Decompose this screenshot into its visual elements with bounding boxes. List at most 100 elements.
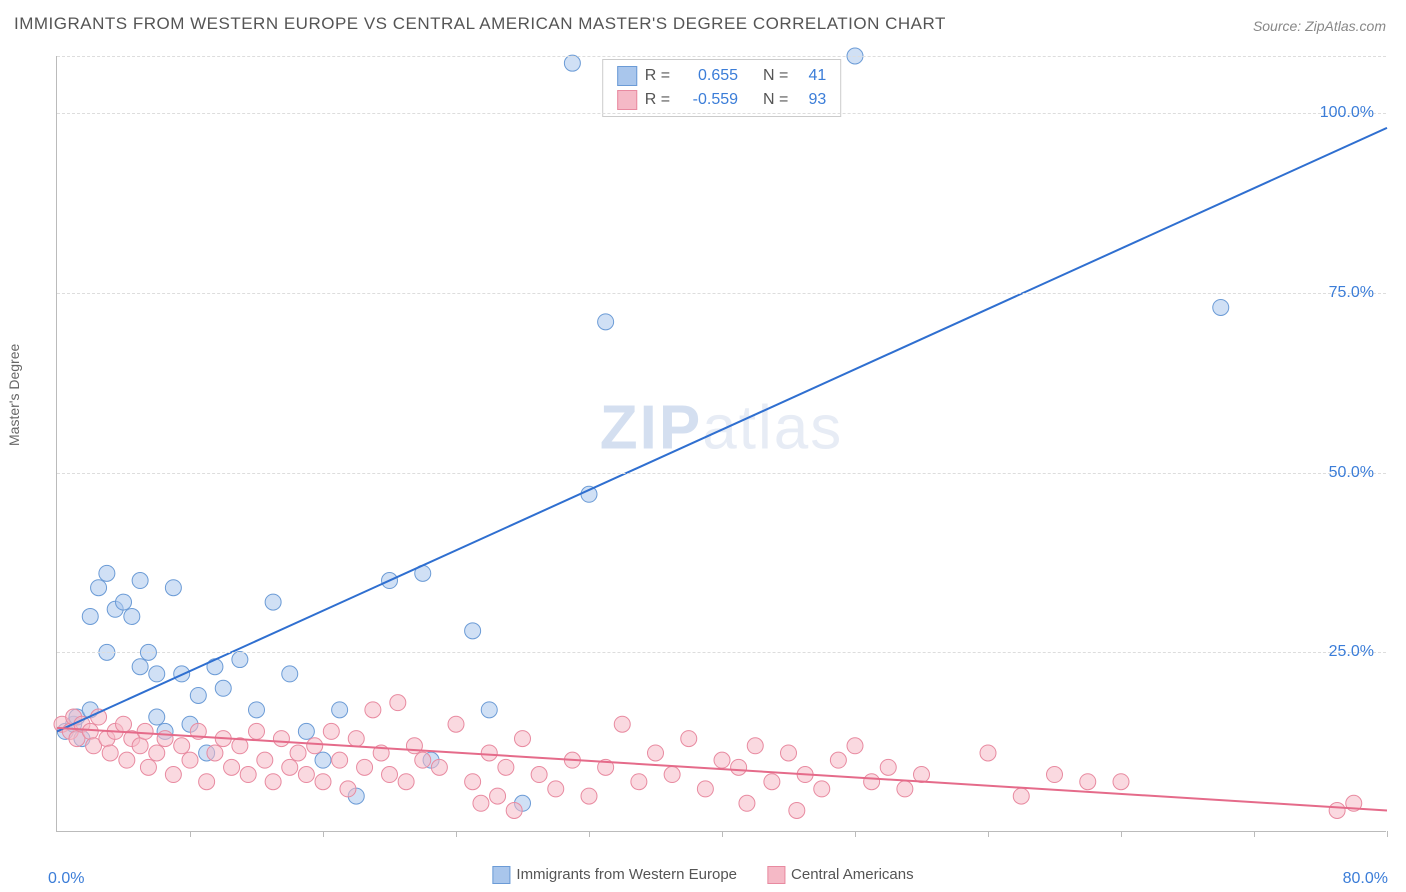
data-point-central_americans <box>182 752 198 768</box>
data-point-western_europe <box>598 314 614 330</box>
data-point-central_americans <box>681 731 697 747</box>
source-attribution: Source: ZipAtlas.com <box>1253 18 1386 34</box>
data-point-central_americans <box>265 774 281 790</box>
data-point-central_americans <box>731 759 747 775</box>
r-label: R = <box>645 64 670 88</box>
data-point-western_europe <box>298 723 314 739</box>
data-point-central_americans <box>91 709 107 725</box>
n-value: 41 <box>796 64 826 88</box>
data-point-central_americans <box>119 752 135 768</box>
data-point-central_americans <box>498 759 514 775</box>
data-point-central_americans <box>323 723 339 739</box>
data-point-central_americans <box>165 767 181 783</box>
data-point-central_americans <box>382 767 398 783</box>
data-point-central_americans <box>298 767 314 783</box>
data-point-central_americans <box>307 738 323 754</box>
stat-row-western_europe: R =0.655 N =41 <box>617 64 827 88</box>
legend-label: Central Americans <box>791 866 914 883</box>
data-point-western_europe <box>332 702 348 718</box>
y-tick-label: 50.0% <box>1329 464 1374 482</box>
n-label: N = <box>763 88 788 112</box>
data-point-central_americans <box>102 745 118 761</box>
data-point-central_americans <box>664 767 680 783</box>
stat-row-central_americans: R =-0.559 N =93 <box>617 88 827 112</box>
legend-swatch <box>492 866 510 884</box>
data-point-central_americans <box>980 745 996 761</box>
data-point-central_americans <box>914 767 930 783</box>
data-point-central_americans <box>847 738 863 754</box>
data-point-western_europe <box>282 666 298 682</box>
x-tick <box>1387 831 1388 837</box>
data-point-central_americans <box>548 781 564 797</box>
data-point-central_americans <box>1013 788 1029 804</box>
data-point-western_europe <box>82 608 98 624</box>
data-point-central_americans <box>249 723 265 739</box>
data-point-western_europe <box>265 594 281 610</box>
y-tick-label: 100.0% <box>1320 104 1374 122</box>
data-point-central_americans <box>515 731 531 747</box>
n-value: 93 <box>796 88 826 112</box>
x-axis-max-label: 80.0% <box>1343 870 1388 888</box>
legend-item-western_europe: Immigrants from Western Europe <box>492 866 737 884</box>
data-point-western_europe <box>315 752 331 768</box>
data-point-central_americans <box>1080 774 1096 790</box>
data-point-central_americans <box>714 752 730 768</box>
data-point-central_americans <box>1113 774 1129 790</box>
data-point-central_americans <box>880 759 896 775</box>
gridline <box>57 113 1386 114</box>
y-tick-label: 75.0% <box>1329 284 1374 302</box>
data-point-central_americans <box>340 781 356 797</box>
data-point-western_europe <box>564 55 580 71</box>
x-tick <box>190 831 191 837</box>
data-point-central_americans <box>82 723 98 739</box>
x-tick <box>988 831 989 837</box>
data-point-central_americans <box>257 752 273 768</box>
data-point-central_americans <box>448 716 464 732</box>
data-point-central_americans <box>648 745 664 761</box>
plot-area: ZIPatlas R =0.655 N =41R =-0.559 N =93 2… <box>56 56 1386 832</box>
bottom-legend: Immigrants from Western Europe Central Am… <box>492 866 913 884</box>
data-point-western_europe <box>116 594 132 610</box>
data-point-western_europe <box>190 687 206 703</box>
data-point-central_americans <box>506 802 522 818</box>
data-point-central_americans <box>290 745 306 761</box>
y-axis-label: Master's Degree <box>6 344 22 446</box>
data-point-central_americans <box>431 759 447 775</box>
data-point-central_americans <box>315 774 331 790</box>
gridline <box>57 293 1386 294</box>
data-point-central_americans <box>789 802 805 818</box>
data-point-western_europe <box>91 580 107 596</box>
data-point-central_americans <box>199 774 215 790</box>
gridline <box>57 652 1386 653</box>
data-point-central_americans <box>697 781 713 797</box>
data-point-central_americans <box>1047 767 1063 783</box>
x-tick <box>1121 831 1122 837</box>
data-point-central_americans <box>897 781 913 797</box>
x-tick <box>589 831 590 837</box>
data-point-western_europe <box>249 702 265 718</box>
source-prefix: Source: <box>1253 18 1305 34</box>
legend-swatch <box>767 866 785 884</box>
gridline <box>57 56 1386 57</box>
data-point-central_americans <box>137 723 153 739</box>
data-point-central_americans <box>406 738 422 754</box>
data-point-western_europe <box>99 565 115 581</box>
data-point-central_americans <box>357 759 373 775</box>
legend-item-central_americans: Central Americans <box>767 866 914 884</box>
data-point-western_europe <box>207 659 223 675</box>
regression-line-central_americans <box>57 728 1387 811</box>
chart-title: IMMIGRANTS FROM WESTERN EUROPE VS CENTRA… <box>14 14 946 34</box>
data-point-central_americans <box>157 731 173 747</box>
r-value: 0.655 <box>678 64 738 88</box>
data-point-western_europe <box>132 659 148 675</box>
chart-svg <box>57 56 1386 831</box>
x-tick <box>323 831 324 837</box>
data-point-western_europe <box>232 652 248 668</box>
data-point-western_europe <box>481 702 497 718</box>
data-point-western_europe <box>149 709 165 725</box>
data-point-central_americans <box>614 716 630 732</box>
data-point-central_americans <box>581 788 597 804</box>
x-axis-min-label: 0.0% <box>48 870 84 888</box>
data-point-central_americans <box>207 745 223 761</box>
data-point-central_americans <box>140 759 156 775</box>
